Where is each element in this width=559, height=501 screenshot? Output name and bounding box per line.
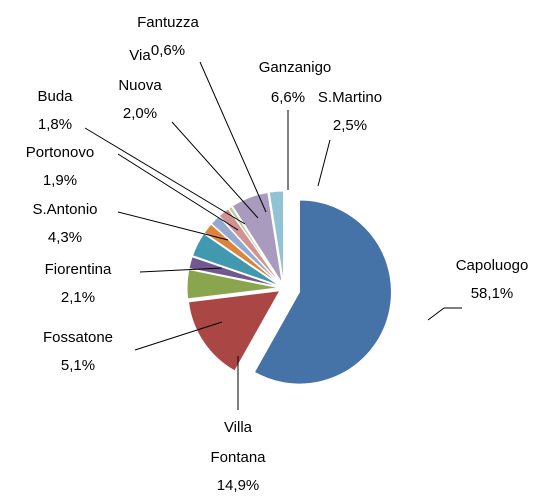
value-label: 5,1% (61, 357, 95, 374)
value-label: 2,1% (61, 289, 95, 306)
value-label: 6,6% (271, 89, 305, 106)
slice-label: Buda 1,8% (37, 88, 73, 133)
leader-line (171, 121, 259, 219)
value-label: 58,1% (471, 285, 514, 302)
slice-label: Fantuzza 0,6% (137, 14, 199, 59)
value-label: 2,0% (123, 105, 157, 122)
category-label: Ganzanigo (259, 59, 332, 76)
category-label: Fiorentina (45, 261, 112, 278)
category-label: Buda (37, 88, 73, 105)
category-label: Via Nuova (118, 47, 162, 94)
category-label: Fossatone (43, 329, 113, 346)
leader-line (117, 153, 239, 231)
slice-label: Capoluogo 58,1% (456, 257, 529, 302)
slice-label: Portonovo 1,9% (26, 144, 94, 189)
pie-slice (268, 190, 285, 284)
pie-slice (210, 215, 281, 285)
value-label: 14,9% (217, 477, 260, 494)
pie-slice (203, 223, 281, 286)
slice-label: Fossatone 5,1% (43, 329, 113, 374)
category-label: S.Antonio (32, 201, 97, 218)
pie-slice (253, 199, 392, 385)
value-label: 2,5% (333, 117, 367, 134)
category-label: Portonovo (26, 144, 94, 161)
leader-line (139, 267, 223, 273)
pie-slice (231, 191, 283, 284)
category-label: Villa Fontana (210, 419, 266, 466)
category-label: Fantuzza (137, 14, 199, 31)
slice-label: Via Nuova 2,0% (118, 47, 162, 122)
leader-line (427, 307, 462, 321)
value-label: 1,8% (38, 116, 72, 133)
value-label: 0,6% (151, 42, 185, 59)
slice-label: Ganzanigo (259, 59, 332, 76)
pie-slice (227, 205, 282, 285)
value-label: 4,3% (48, 229, 82, 246)
slice-label: Fiorentina 2,1% (45, 261, 112, 306)
leader-line (134, 321, 223, 351)
pie-slice (187, 290, 281, 372)
leader-line (84, 127, 246, 225)
slice-label: S.Antonio 4,3% (32, 201, 97, 246)
category-label: Capoluogo (456, 257, 529, 274)
pie-slice (188, 256, 280, 288)
category-label: S.Martino (318, 89, 382, 106)
slice-label: S.Martino 2,5% (318, 89, 382, 134)
leader-line (199, 61, 267, 213)
leader-line (117, 211, 229, 241)
slice-label: Villa Fontana 14,9% (210, 419, 266, 494)
leader-line (317, 139, 331, 187)
value-label: 1,9% (43, 172, 77, 189)
